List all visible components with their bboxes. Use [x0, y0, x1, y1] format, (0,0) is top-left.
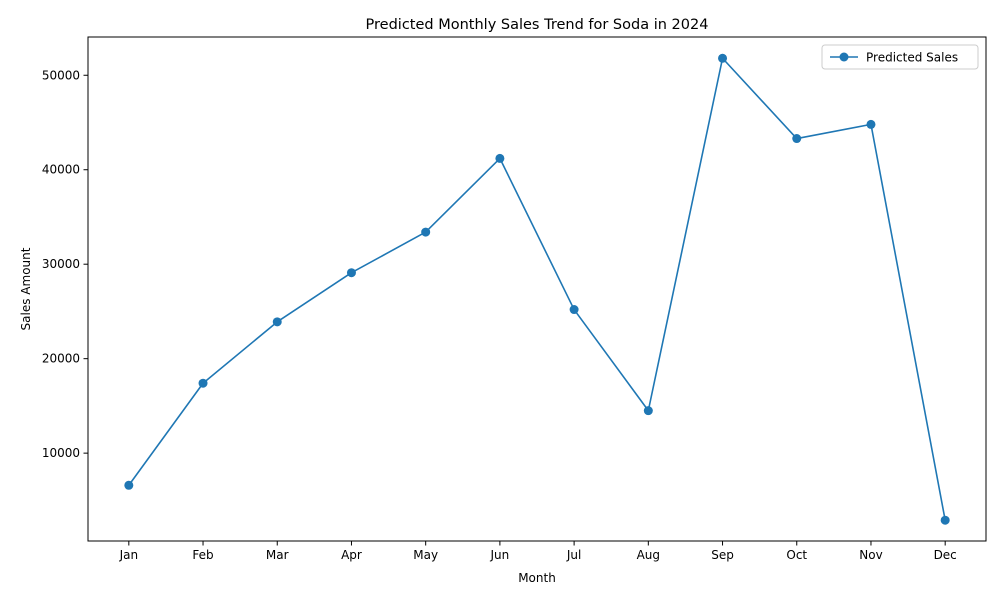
data-point-oct — [792, 134, 802, 144]
x-tick-label-aug: Aug — [637, 548, 660, 562]
y-tick-label-50000: 50000 — [42, 68, 80, 82]
chart-title: Predicted Monthly Sales Trend for Soda i… — [366, 17, 709, 33]
plot-area: Jan Feb Mar Apr May Jun Jul Aug Sep Oct Nov Dec 1000… — [42, 36, 987, 562]
series-line-0 — [128, 57, 946, 521]
data-point-feb — [198, 378, 208, 388]
data-point-jan — [124, 480, 134, 490]
data-point-dec — [940, 515, 950, 525]
x-tick-label-may: May — [413, 548, 438, 562]
data-point-may — [421, 227, 431, 237]
y-tick-label-30000: 30000 — [42, 257, 80, 271]
x-tick-label-nov: Nov — [859, 548, 882, 562]
x-tick-label-jun: Jun — [490, 548, 510, 562]
x-tick-label-oct: Oct — [786, 548, 807, 562]
y-tick-label-40000: 40000 — [42, 163, 80, 177]
data-point-nov — [866, 119, 876, 129]
axes-frame — [87, 36, 987, 542]
x-tick-label-mar: Mar — [266, 548, 289, 562]
x-tick-label-jul: Jul — [566, 548, 581, 562]
data-point-apr — [346, 268, 356, 278]
y-tick-label-20000: 20000 — [42, 352, 80, 366]
legend: Predicted Sales — [821, 44, 979, 70]
x-tick-label-sep: Sep — [711, 548, 734, 562]
data-point-mar — [272, 317, 282, 327]
data-point-jun — [495, 153, 505, 163]
x-tick-label-apr: Apr — [341, 548, 362, 562]
data-point-sep — [718, 53, 728, 63]
data-point-jul — [569, 305, 579, 315]
data-point-aug — [643, 406, 653, 416]
legend-box — [821, 44, 979, 70]
legend-marker-swatch — [839, 52, 849, 62]
y-axis-label: Sales Amount — [19, 247, 33, 330]
x-tick-label-dec: Dec — [934, 548, 957, 562]
x-tick-label-feb: Feb — [192, 548, 213, 562]
y-tick-label-10000: 10000 — [42, 446, 80, 460]
legend-entry-predicted-sales: Predicted Sales — [866, 51, 958, 65]
x-axis-label: Month — [518, 571, 556, 585]
x-tick-label-jan: Jan — [119, 548, 139, 562]
